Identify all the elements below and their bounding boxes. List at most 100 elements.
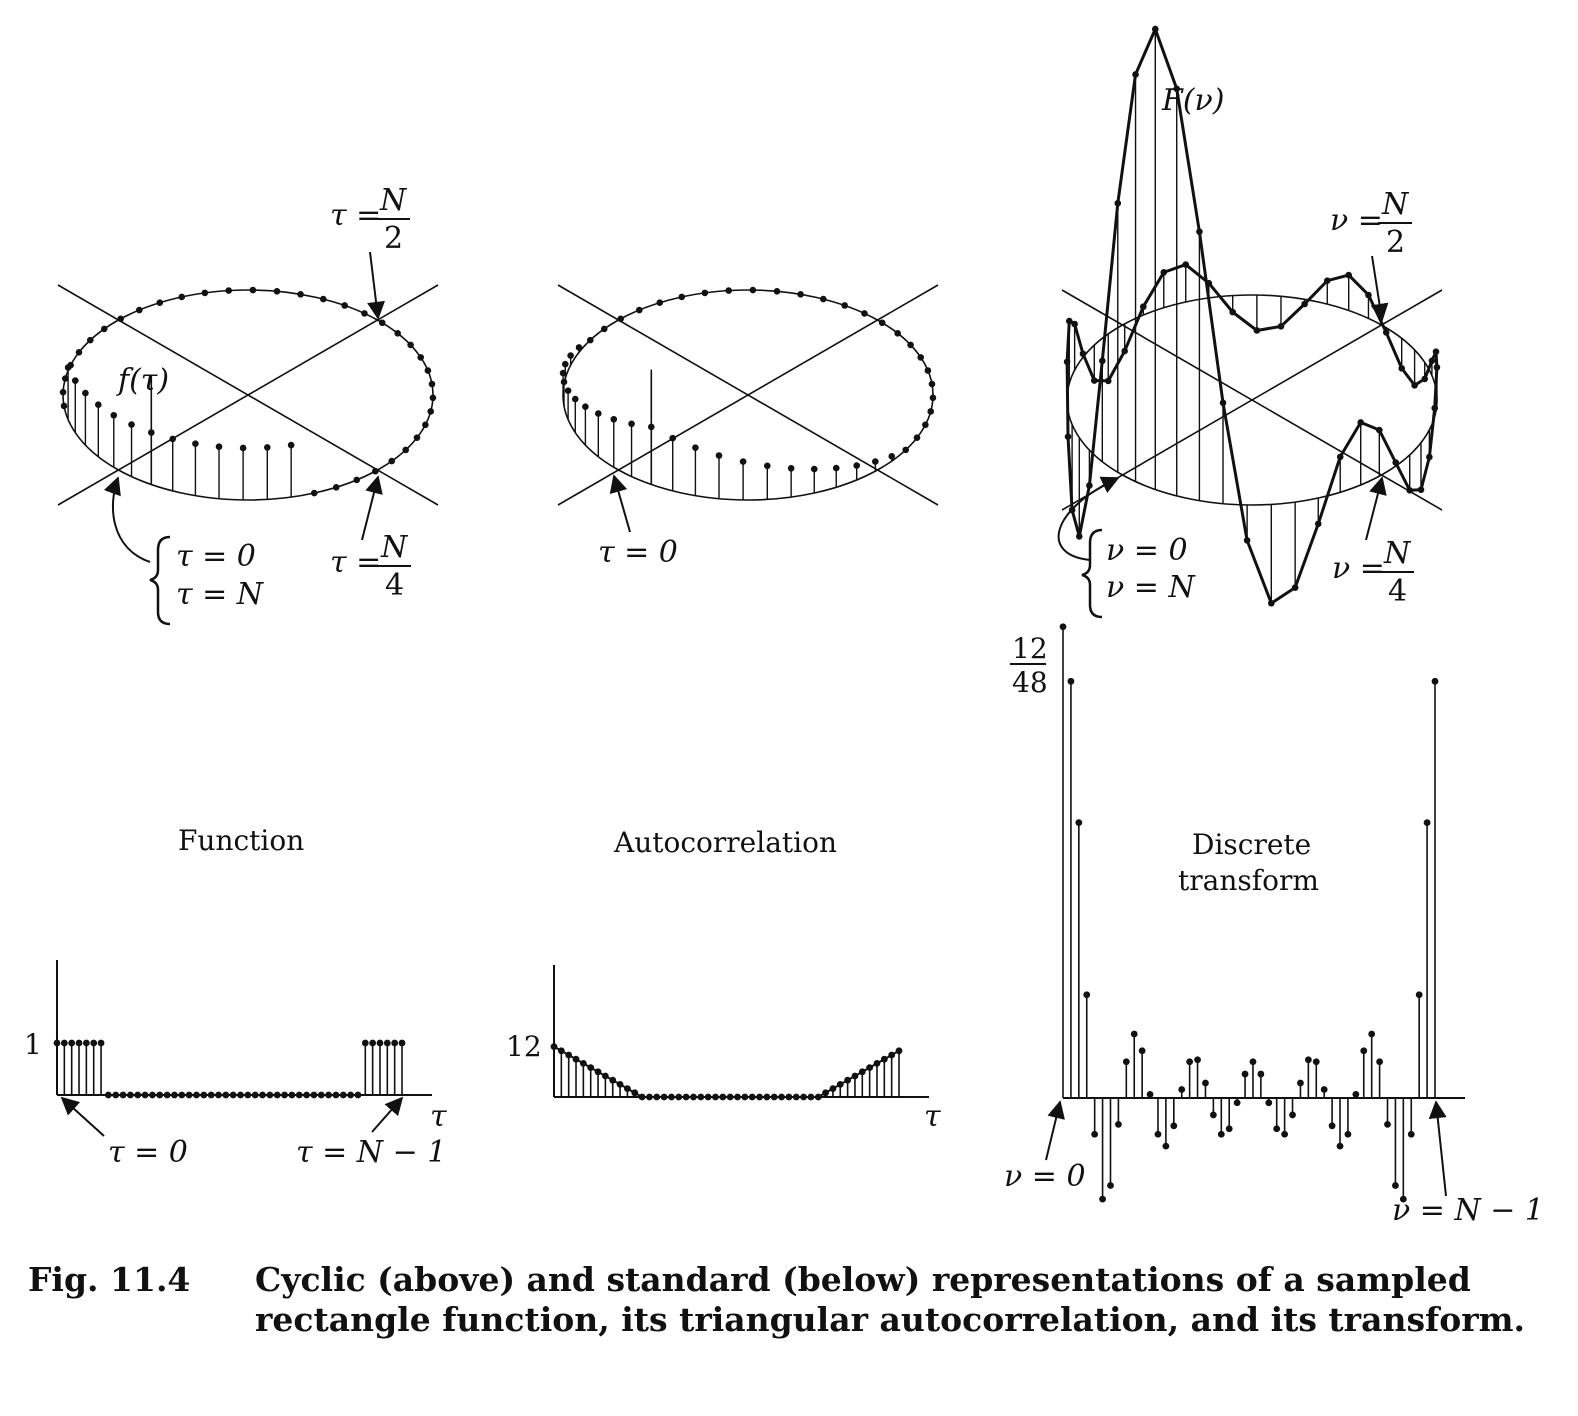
standard-transform-panel [1059,623,1465,1203]
sample-dot [1241,1070,1249,1078]
sample-dot [669,434,677,442]
arrow [361,475,383,541]
sample-dot [656,299,664,307]
sample-dot [1083,991,1091,999]
sample-dot [259,1091,266,1099]
autocorrelation-title: Autocorrelation [613,826,837,859]
svg-text:2: 2 [384,221,403,256]
fraction-label: 12 48 [1010,632,1048,699]
svg-text:ν =: ν = [1332,551,1385,586]
sample-dot [53,1039,61,1047]
sample-dot [600,325,608,333]
sample-dot [628,420,635,428]
sample-dot [692,444,699,451]
svg-text:4: 4 [385,568,404,603]
sample-dot [192,440,199,447]
sample-dot [394,330,401,337]
transform-curve [1065,25,1439,606]
sample-dot [64,364,72,371]
sample-dot [749,286,757,294]
sample-dot [428,380,436,388]
sample-dot [75,1039,83,1047]
sample-dot [75,348,83,356]
sample-dot [251,1091,259,1099]
sample-dot [239,444,247,452]
arrow [60,1096,105,1137]
sample-dot [1107,1182,1114,1189]
cyclic-autocorrelation-panel [557,284,939,506]
svg-text:ν =: ν = [1330,203,1383,238]
sample-dot [1067,677,1075,685]
sample-dot [319,295,327,303]
sample-dot [872,458,879,465]
sample-dot [924,367,932,374]
sample-dot [797,291,804,298]
nu-n-over-4-label: ν = N 4 [1332,536,1414,609]
sample-dot [369,1039,377,1047]
tau-axis-label: τ [430,1099,447,1134]
nu-zero-label-2: ν = 0 [1004,1159,1086,1194]
sample-dot [244,1091,252,1099]
sample-dot [178,293,186,301]
arrow [371,1096,404,1133]
svg-text:τ =: τ = [330,198,381,233]
sample-dot [763,462,771,470]
sample-dot [1122,1058,1130,1066]
curved-arrow [103,476,151,563]
sample-dot [263,444,271,451]
sample-dot [361,310,368,317]
sample-dot [725,287,733,294]
sample-dot [110,411,118,419]
sample-dot [222,1091,230,1099]
sample-dot [383,1039,391,1047]
svg-text:N: N [1381,187,1410,222]
sample-dot [60,402,68,410]
sample-dot [1312,1058,1320,1066]
sample-dot [1225,1125,1233,1133]
arrow [1428,1100,1447,1197]
sample-dot [1399,1195,1407,1203]
sample-dot [237,1091,244,1099]
f-tau-label: f(τ) [116,363,169,398]
sample-dot [225,287,233,294]
axis-line [57,284,439,506]
function-title: Function [178,824,304,857]
sample-dot [281,1091,288,1099]
sample-dot [1202,1079,1209,1087]
brace [149,535,171,626]
sample-dot [295,1091,303,1099]
sample-dot [429,394,437,402]
arrow [1370,255,1389,322]
sample-dot [567,352,574,359]
sample-dot [1289,1111,1296,1119]
sample-dot [1304,1056,1312,1064]
axis-line [1061,289,1443,511]
sample-dot [861,310,868,317]
sample-dot [853,462,861,469]
sample-dot [1233,1099,1241,1107]
sample-dot [1423,819,1431,827]
sample-dot [1154,1130,1162,1138]
sample-dot [398,1039,406,1047]
sample-dot [82,389,89,397]
nu-zero-label: ν = 0 [1106,533,1188,568]
transform-title-line1: Discrete [1192,828,1311,861]
sample-dot [1091,1130,1099,1138]
sample-dot [878,319,886,327]
sample-dot [635,306,643,314]
cyclic-function-panel [57,284,439,506]
sample-dot [595,410,602,417]
axis-line [557,284,939,506]
sample-dot [1146,1091,1154,1098]
sample-dot [135,306,143,314]
sample-dot [90,1039,98,1047]
sample-dot [215,1091,222,1099]
sample-dot [927,408,935,415]
sample-dot [372,467,379,475]
sample-dot [156,299,164,307]
sample-dot [1407,1130,1415,1138]
sample-dot [376,1039,384,1047]
sample-dot [1336,1142,1344,1150]
sample-dot [104,1091,112,1099]
